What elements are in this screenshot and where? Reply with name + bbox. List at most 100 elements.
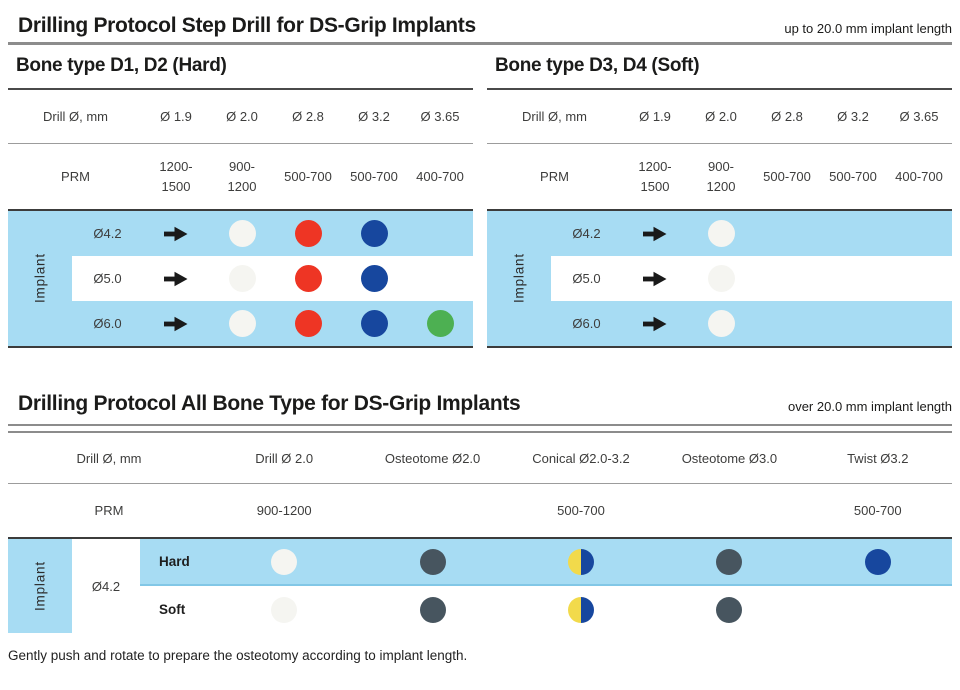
arrow-icon — [164, 316, 188, 332]
bone-density-label: Soft — [159, 602, 186, 617]
implant-row: Ø4.2 — [72, 211, 473, 256]
drill-step-dot-red — [294, 265, 322, 292]
section-title-hard: Bone type D1, D2 (Hard) — [16, 55, 227, 76]
header-divider — [8, 42, 952, 45]
empty-cell — [886, 301, 952, 346]
arrow-icon — [164, 226, 188, 242]
drill-column-header: Ø 2.8 — [771, 109, 803, 124]
implant-rows: Ø4.2 Ø5.0 Ø6.0 — [8, 211, 473, 346]
drill-step-cell — [358, 539, 506, 584]
empty-cell — [407, 211, 473, 256]
drill-step-cell — [143, 211, 209, 256]
drill-step-cell — [804, 539, 952, 584]
arrow-icon — [643, 316, 667, 332]
drill-column-header: Ø 3.2 — [358, 109, 390, 124]
implant-size-label: Ø4.2 — [93, 226, 122, 241]
empty-cell — [886, 211, 952, 256]
tool-column-header: Conical Ø2.0-3.2 — [532, 450, 630, 466]
bone-density-row: Hard — [140, 539, 952, 586]
drill-step-dot-white — [228, 310, 256, 337]
page: Drilling Protocol Step Drill for DS-Grip… — [0, 8, 960, 663]
bone-table-hard: Bone type D1, D2 (Hard) Drill Ø, mm Ø 1.… — [8, 55, 473, 348]
section-divider — [487, 88, 952, 90]
drill-step-cell — [275, 256, 341, 301]
prm-value: 500-700 — [829, 168, 877, 184]
drill-label: Drill Ø, mm — [76, 450, 142, 466]
drill-step-dot-gray — [716, 548, 743, 575]
prm-label: PRM — [61, 169, 90, 184]
empty-cell — [886, 256, 952, 301]
empty-cell — [820, 211, 886, 256]
implant-length-note: up to 20.0 mm implant length — [784, 21, 952, 36]
drill-column-header: Ø 1.9 — [160, 109, 192, 124]
drill-step-cell — [341, 301, 407, 346]
drill-step-dot-white — [271, 548, 298, 575]
drill-step-cell — [209, 301, 275, 346]
prm-value: 900-1200 — [256, 503, 312, 518]
drill-step-dot-red — [294, 310, 322, 337]
prm-value: 500-700 — [557, 503, 605, 518]
drill-step-cell — [209, 211, 275, 256]
drill-step-dot-blue — [864, 548, 891, 575]
tool-column-header: Osteotome Ø3.0 — [681, 450, 778, 466]
implant-axis-label: Implant — [8, 539, 72, 633]
empty-cell — [754, 256, 820, 301]
prm-value: 400-700 — [895, 168, 943, 184]
prm-value: 500-700 — [350, 168, 398, 184]
drill-step-cell — [655, 586, 803, 633]
drill-step-cell — [210, 586, 358, 633]
prm-value: 500-700 — [284, 168, 332, 184]
empty-cell — [820, 301, 886, 346]
drill-step-dot-white — [228, 220, 256, 247]
implant-size-label: Ø5.0 — [93, 271, 122, 286]
section-title-soft: Bone type D3, D4 (Soft) — [495, 55, 700, 76]
drill-step-dot-blue — [360, 220, 388, 247]
drill-column-header: Ø 2.8 — [292, 109, 324, 124]
drill-step-cell — [622, 301, 688, 346]
drill-step-dot-white — [707, 310, 735, 337]
main-header: Drilling Protocol Step Drill for DS-Grip… — [8, 8, 952, 38]
prm-value: 400-700 — [416, 168, 464, 184]
empty-cell — [754, 301, 820, 346]
drill-column-header: Ø 3.65 — [420, 109, 460, 124]
drill-step-dot-white — [228, 265, 256, 292]
drill-label: Drill Ø, mm — [43, 109, 108, 124]
prm-row: PRM 1200-1500 900-1200 500-700 500-700 4… — [487, 144, 952, 209]
implant-body-soft: Implant Ø4.2 Ø5.0 Ø6.0 — [487, 209, 952, 348]
drill-step-cell — [143, 301, 209, 346]
bone-density-row: Soft — [140, 586, 952, 633]
drill-step-dot-white — [271, 596, 298, 623]
all-bone-column-header-row: Drill Ø, mm Drill Ø 2.0 Osteotome Ø2.0 C… — [8, 433, 952, 483]
prm-value: 1200-1500 — [159, 159, 193, 194]
drill-step-cell — [688, 211, 754, 256]
drill-column-header: Ø 2.0 — [226, 109, 258, 124]
drill-step-cell — [275, 211, 341, 256]
prm-value: 900-1200 — [227, 159, 257, 194]
implant-row: Ø4.2 — [551, 211, 952, 256]
drill-step-dot-red — [294, 220, 322, 247]
drill-diameter-header-row: Drill Ø, mm Ø 1.9 Ø 2.0 Ø 2.8 Ø 3.2 Ø 3.… — [487, 90, 952, 143]
implant-axis-label: Implant — [32, 253, 48, 304]
drill-step-cell — [341, 256, 407, 301]
drill-column-header: Ø 1.9 — [639, 109, 671, 124]
drill-step-cell — [209, 256, 275, 301]
drill-step-cell — [143, 256, 209, 301]
footnote: Gently push and rotate to prepare the os… — [8, 648, 468, 663]
empty-cell — [804, 586, 952, 633]
header-prm-divider — [8, 483, 952, 484]
drill-column-header: Ø 3.65 — [899, 109, 939, 124]
implant-row: Ø5.0 — [72, 256, 473, 301]
implant-row: Ø6.0 — [72, 301, 473, 346]
step-drill-section: Bone type D1, D2 (Hard) Drill Ø, mm Ø 1.… — [8, 55, 952, 348]
arrow-icon — [164, 271, 188, 287]
arrow-icon — [643, 226, 667, 242]
empty-cell — [407, 256, 473, 301]
drill-step-cell — [210, 539, 358, 584]
implant-body-hard: Implant Ø4.2 Ø5.0 Ø6.0 — [8, 209, 473, 348]
arrow-icon — [643, 271, 667, 287]
drill-step-cell — [507, 539, 655, 584]
implant-length-note: over 20.0 mm implant length — [787, 399, 952, 414]
all-bone-body: Implant Ø4.2 Hard Soft — [8, 537, 952, 633]
tool-column-header: Twist Ø3.2 — [847, 450, 909, 466]
implant-axis-label: Implant — [511, 253, 527, 304]
